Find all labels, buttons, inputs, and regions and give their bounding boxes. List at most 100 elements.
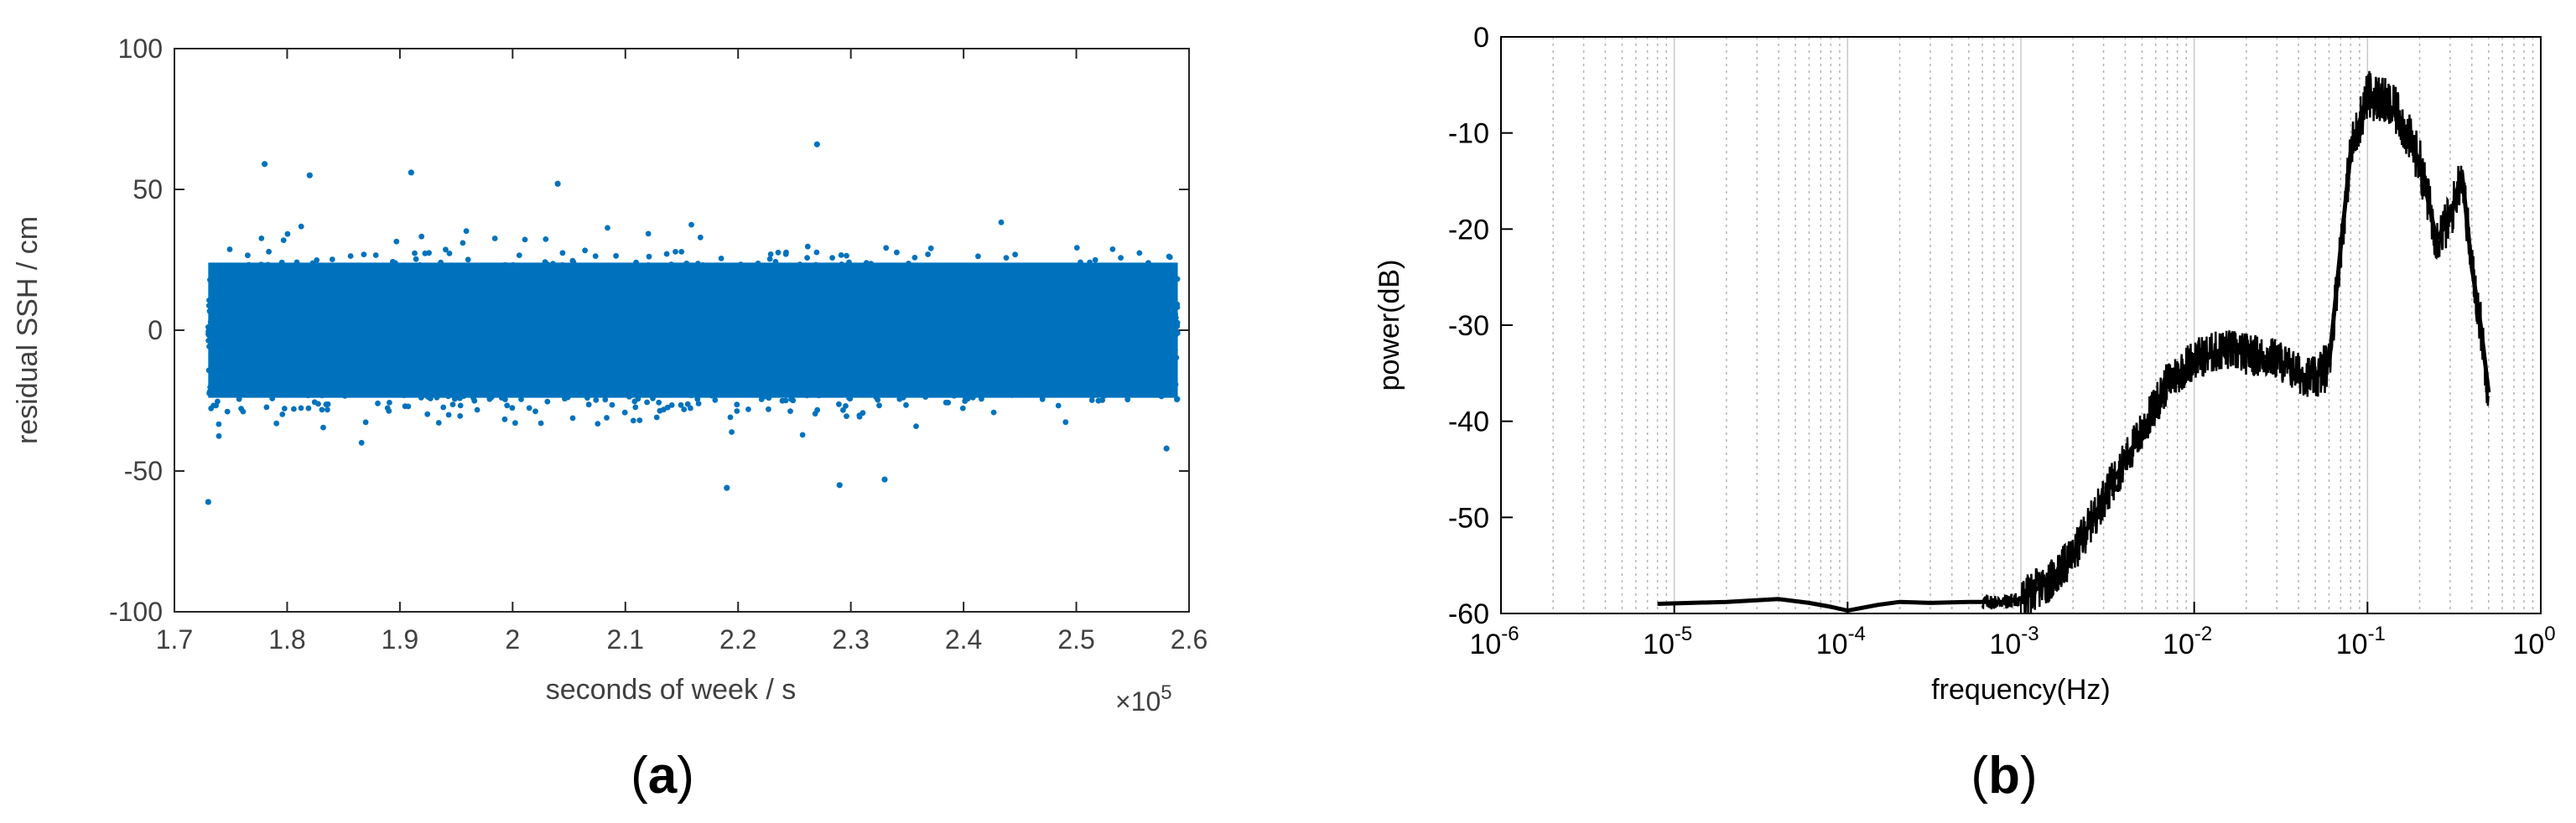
scatter-point [1036, 339, 1042, 346]
scatter-point [817, 360, 823, 367]
scatter-point [588, 367, 594, 374]
scatter-point [724, 334, 731, 340]
scatter-point [267, 350, 273, 357]
scatter-point [767, 368, 773, 375]
scatter-point [1141, 328, 1148, 334]
scatter-point [1058, 333, 1065, 339]
scatter-point [905, 341, 911, 347]
scatter-point [963, 340, 970, 347]
scatter-point [941, 313, 948, 318]
scatter-point [510, 261, 517, 268]
scatter-point [387, 400, 392, 406]
scatter-point [327, 318, 333, 324]
scatter-point [534, 295, 541, 301]
scatter-point [738, 261, 744, 267]
scatter-point [1013, 318, 1020, 324]
scatter-point [651, 391, 657, 397]
scatter-point [748, 278, 754, 284]
scatter-point [688, 221, 694, 228]
scatter-point [953, 298, 960, 305]
scatter-point [368, 291, 374, 297]
scatter-point [860, 410, 866, 417]
scatter-point [482, 341, 489, 348]
scatter-point [683, 344, 689, 349]
scatter-point [365, 372, 371, 379]
scatter-point [434, 351, 439, 358]
scatter-point [635, 396, 641, 402]
scatter-point [386, 307, 392, 313]
scatter-point [325, 308, 331, 315]
scatter-point [422, 250, 428, 256]
scatter-point [584, 395, 590, 401]
scatter-point [688, 405, 693, 412]
scatter-point [257, 276, 263, 282]
scatter-point [641, 290, 647, 297]
scatter-point [640, 387, 646, 394]
scatter-point [246, 261, 252, 268]
scatter-point [364, 302, 371, 308]
scatter-point [571, 314, 578, 321]
scatter-point [361, 282, 366, 289]
scatter-point [377, 286, 383, 292]
scatter-point [681, 373, 687, 380]
scatter-point [293, 356, 299, 362]
scatter-point [633, 259, 639, 266]
scatter-point [222, 378, 229, 384]
scatter-point [550, 261, 556, 267]
scatter-point [1025, 352, 1031, 359]
scatter-point [486, 317, 492, 324]
scatter-point [853, 356, 860, 363]
scatter-point [458, 371, 465, 377]
scatter-point [438, 365, 444, 371]
scatter-point [403, 325, 409, 331]
scatter-point [499, 335, 505, 342]
scatter-point [746, 382, 753, 389]
scatter-point [1101, 355, 1108, 362]
scatter-point [531, 375, 538, 382]
scatter-point [804, 282, 811, 289]
scatter-point [891, 363, 897, 370]
scatter-point [543, 236, 549, 242]
scatter-point [536, 391, 543, 396]
scatter-point [595, 421, 601, 427]
scatter-point [311, 399, 318, 406]
scatter-point [572, 276, 579, 282]
scatter-point [670, 348, 677, 355]
scatter-point [352, 310, 359, 317]
scatter-point [830, 264, 837, 270]
scatter-point [319, 363, 325, 370]
scatter-point [1149, 263, 1156, 270]
scatter-point [237, 320, 243, 327]
scatter-point [339, 354, 345, 360]
scatter-point [575, 285, 582, 292]
scatter-point [1007, 336, 1014, 343]
scatter-point [717, 333, 724, 339]
scatter-point [787, 276, 792, 282]
scatter-point [486, 303, 492, 309]
scatter-point [447, 339, 453, 346]
scatter-point [205, 303, 212, 308]
scatter-point [1114, 360, 1119, 366]
scatter-point [736, 335, 743, 342]
scatter-point [853, 382, 860, 389]
scatter-point [745, 406, 751, 412]
scatter-point [919, 365, 926, 371]
scatter-point [426, 276, 433, 282]
scatter-point [521, 277, 527, 283]
scatter-point [688, 363, 694, 370]
scatter-point [909, 345, 916, 352]
scatter-point [1091, 298, 1098, 304]
scatter-point [1044, 333, 1050, 339]
scatter-point [1006, 298, 1013, 303]
scatter-point [964, 383, 971, 390]
scatter-point [935, 339, 942, 346]
scatter-point [1137, 330, 1144, 337]
scatter-point [753, 331, 760, 337]
scatter-point [829, 255, 835, 261]
scatter-point [756, 304, 761, 311]
scatter-point [474, 388, 480, 394]
scatter-point [281, 324, 287, 330]
scatter-point [1150, 384, 1156, 390]
scatter-point [882, 298, 888, 304]
scatter-point [709, 392, 715, 399]
